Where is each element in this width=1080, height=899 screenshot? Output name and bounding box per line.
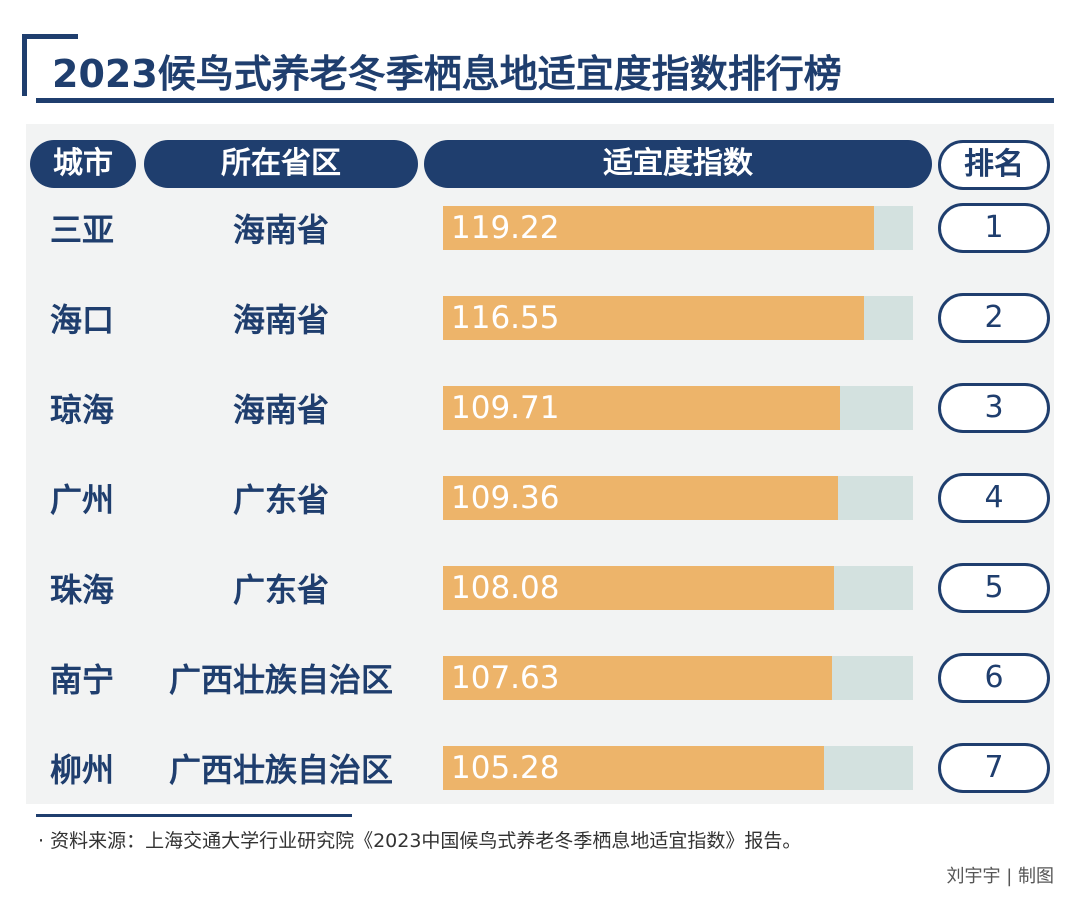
header-province: 所在省区 — [144, 140, 418, 188]
city-label: 珠海 — [50, 571, 115, 609]
title-underline — [36, 98, 1054, 103]
index-bar: 119.22 — [443, 206, 874, 250]
index-bar: 109.71 — [443, 386, 840, 430]
table-row: 南宁 广西壮族自治区 107.63 6 — [0, 648, 1080, 708]
index-value-label: 116.55 — [451, 300, 560, 336]
header-index: 适宜度指数 — [424, 140, 932, 188]
index-bar: 116.55 — [443, 296, 864, 340]
source-note: · 资料来源：上海交通大学行业研究院《2023中国候鸟式养老冬季栖息地适宜指数》… — [38, 830, 802, 852]
table-row: 柳州 广西壮族自治区 105.28 7 — [0, 738, 1080, 798]
credit-note: 刘宇宇 | 制图 — [946, 866, 1054, 887]
table-row: 珠海 广东省 108.08 5 — [0, 558, 1080, 618]
index-value-label: 119.22 — [451, 210, 560, 246]
index-value-label: 109.36 — [451, 480, 560, 516]
title-bracket-horizontal — [22, 34, 78, 39]
source-divider — [36, 814, 352, 817]
bar-track: 109.71 — [443, 386, 913, 430]
header-rank: 排名 — [938, 140, 1050, 190]
rank-badge: 3 — [938, 383, 1050, 433]
province-label: 海南省 — [232, 391, 329, 429]
index-value-label: 108.08 — [451, 570, 560, 606]
chart-title: 2023候鸟式养老冬季栖息地适宜度指数排行榜 — [52, 52, 842, 96]
index-bar: 109.36 — [443, 476, 838, 520]
province-label: 广东省 — [232, 481, 329, 519]
province-label: 广西壮族自治区 — [168, 751, 393, 789]
rank-badge: 2 — [938, 293, 1050, 343]
bar-track: 107.63 — [443, 656, 913, 700]
table-row: 海口 海南省 116.55 2 — [0, 288, 1080, 348]
rank-badge: 1 — [938, 203, 1050, 253]
index-value-label: 109.71 — [451, 390, 560, 426]
index-bar: 105.28 — [443, 746, 824, 790]
province-label: 广东省 — [232, 571, 329, 609]
header-city: 城市 — [30, 140, 136, 188]
city-label: 三亚 — [50, 211, 115, 249]
bar-track: 105.28 — [443, 746, 913, 790]
rank-badge: 7 — [938, 743, 1050, 793]
index-value-label: 107.63 — [451, 660, 560, 696]
bar-track: 109.36 — [443, 476, 913, 520]
province-label: 海南省 — [232, 301, 329, 339]
province-label: 广西壮族自治区 — [168, 661, 393, 699]
city-label: 琼海 — [50, 391, 115, 429]
table-row: 琼海 海南省 109.71 3 — [0, 378, 1080, 438]
index-value-label: 105.28 — [451, 750, 560, 786]
index-bar: 108.08 — [443, 566, 834, 610]
city-label: 柳州 — [50, 751, 115, 789]
table-row: 三亚 海南省 119.22 1 — [0, 198, 1080, 258]
rank-badge: 4 — [938, 473, 1050, 523]
rank-badge: 6 — [938, 653, 1050, 703]
city-label: 南宁 — [50, 661, 115, 699]
bar-track: 108.08 — [443, 566, 913, 610]
province-label: 海南省 — [232, 211, 329, 249]
city-label: 广州 — [50, 481, 115, 519]
index-bar: 107.63 — [443, 656, 832, 700]
city-label: 海口 — [50, 301, 115, 339]
title-bracket-vertical — [22, 34, 27, 96]
bar-track: 116.55 — [443, 296, 913, 340]
rank-badge: 5 — [938, 563, 1050, 613]
bar-track: 119.22 — [443, 206, 913, 250]
table-row: 广州 广东省 109.36 4 — [0, 468, 1080, 528]
